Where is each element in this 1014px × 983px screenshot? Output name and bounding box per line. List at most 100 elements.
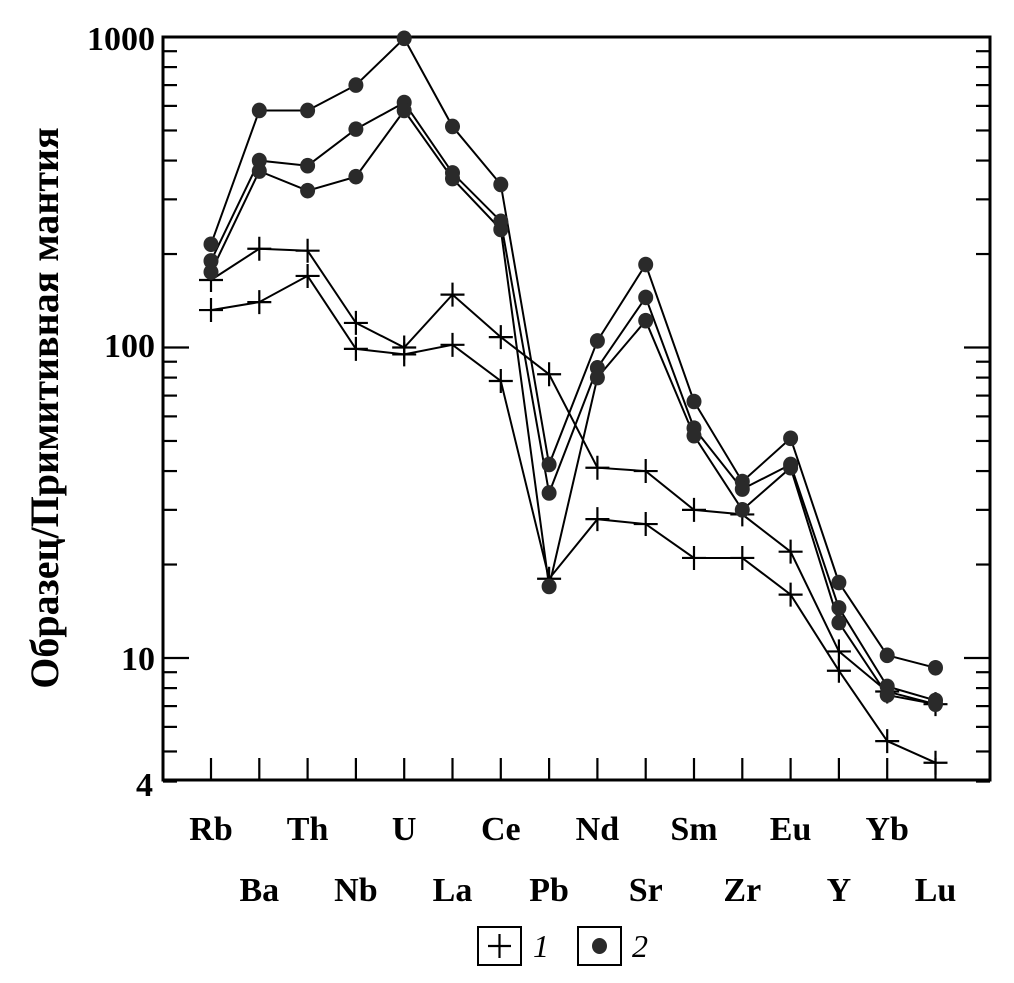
data-point-dot xyxy=(928,659,943,676)
legend-plus-box xyxy=(477,926,522,966)
data-point-dot xyxy=(686,393,702,410)
x-tick-label-sr: Sr xyxy=(629,872,663,909)
data-point-plus xyxy=(730,545,755,570)
data-point-plus xyxy=(295,263,320,288)
dot-marker-icon xyxy=(592,938,607,954)
data-point-dot xyxy=(734,502,750,518)
series-layer xyxy=(199,30,948,775)
data-point-plus xyxy=(585,507,610,532)
data-point-dot xyxy=(879,647,895,664)
legend-label-2: 2 xyxy=(632,928,648,964)
data-point-dot xyxy=(396,30,412,47)
x-tick-label-eu: Eu xyxy=(770,811,812,848)
x-tick-label-u: U xyxy=(392,811,417,848)
data-point-dot xyxy=(203,253,219,269)
data-point-dot xyxy=(203,236,219,253)
x-tick-label-yb: Yb xyxy=(865,811,908,848)
data-point-plus xyxy=(295,238,320,263)
data-point-plus xyxy=(488,369,513,394)
data-point-plus xyxy=(537,362,562,387)
legend-dot-box xyxy=(577,926,622,966)
data-point-plus xyxy=(392,342,417,367)
data-point-dot xyxy=(541,456,557,473)
data-point-dot xyxy=(541,485,557,501)
series-line-5 xyxy=(210,108,936,706)
data-point-plus xyxy=(585,455,610,480)
data-point-plus xyxy=(247,290,272,315)
data-point-dot xyxy=(396,102,412,119)
y-axis-title: Образец/Примитивная мантия xyxy=(22,127,67,688)
data-point-dot xyxy=(589,333,605,349)
data-point-dot xyxy=(300,182,316,199)
data-point-plus xyxy=(826,658,851,683)
data-point-plus xyxy=(199,298,223,323)
data-point-dot xyxy=(445,170,460,187)
data-point-dot xyxy=(783,430,799,447)
plus-marker-icon xyxy=(488,934,511,958)
y-tick-label-1000: 1000 xyxy=(87,21,155,58)
data-point-plus xyxy=(247,236,272,261)
legend: 1 2 xyxy=(477,926,648,966)
data-point-plus xyxy=(778,582,803,607)
data-point-plus xyxy=(440,332,465,357)
x-tick-label-sm: Sm xyxy=(670,811,717,848)
data-point-dot xyxy=(445,118,460,135)
data-point-plus xyxy=(343,336,368,361)
y-tick-label-10: 10 xyxy=(121,641,155,678)
data-point-dot xyxy=(348,77,364,93)
plot-frame xyxy=(161,35,992,782)
data-point-plus xyxy=(875,729,900,754)
y-tick-label-4: 4 xyxy=(136,767,153,804)
data-point-dot xyxy=(638,289,654,306)
data-point-dot xyxy=(589,369,605,386)
data-point-dot xyxy=(734,481,750,497)
data-point-dot xyxy=(638,312,654,329)
x-tick-label-zr: Zr xyxy=(723,872,761,909)
x-tick-label-ba: Ba xyxy=(239,872,279,909)
data-point-dot xyxy=(300,157,316,174)
data-point-dot xyxy=(879,687,895,703)
x-tick-label-pb: Pb xyxy=(529,872,569,909)
series-line-4 xyxy=(210,101,936,702)
x-tick-label-rb: Rb xyxy=(189,811,232,848)
x-tick-label-lu: Lu xyxy=(915,872,957,909)
data-point-dot xyxy=(493,221,509,238)
data-point-plus xyxy=(778,539,803,564)
data-point-dot xyxy=(493,176,509,193)
data-point-plus xyxy=(343,310,368,335)
data-point-dot xyxy=(251,102,267,119)
axis-ticks xyxy=(163,35,990,783)
data-point-dot xyxy=(831,614,847,631)
data-point-dot xyxy=(686,427,702,444)
x-tick-label-la: La xyxy=(433,872,473,909)
data-point-plus xyxy=(488,325,513,350)
data-point-dot xyxy=(251,163,267,179)
y-tick-label-100: 100 xyxy=(104,328,155,365)
series-line-1 xyxy=(210,247,936,706)
data-point-dot xyxy=(348,121,364,137)
data-point-dot xyxy=(783,459,799,476)
data-point-dot xyxy=(203,264,219,280)
data-point-dot xyxy=(348,168,364,185)
legend-label-1: 1 xyxy=(533,928,549,964)
x-tick-label-th: Th xyxy=(287,811,329,848)
data-point-dot xyxy=(928,696,943,712)
series-line-2 xyxy=(210,274,936,764)
data-point-dot xyxy=(300,102,316,119)
data-point-plus xyxy=(440,282,465,307)
data-point-dot xyxy=(638,256,654,273)
data-point-plus xyxy=(682,545,706,570)
x-tick-label-nb: Nb xyxy=(334,872,377,909)
data-point-dot xyxy=(831,574,847,591)
data-point-dot xyxy=(831,600,847,616)
x-tick-label-ce: Ce xyxy=(481,811,521,848)
data-point-plus xyxy=(633,459,658,484)
data-point-dot xyxy=(541,578,557,595)
data-point-plus xyxy=(633,512,658,537)
x-tick-label-y: Y xyxy=(827,872,852,909)
series-line-3 xyxy=(210,36,936,669)
data-point-plus xyxy=(682,497,706,522)
x-tick-label-nd: Nd xyxy=(576,811,620,848)
